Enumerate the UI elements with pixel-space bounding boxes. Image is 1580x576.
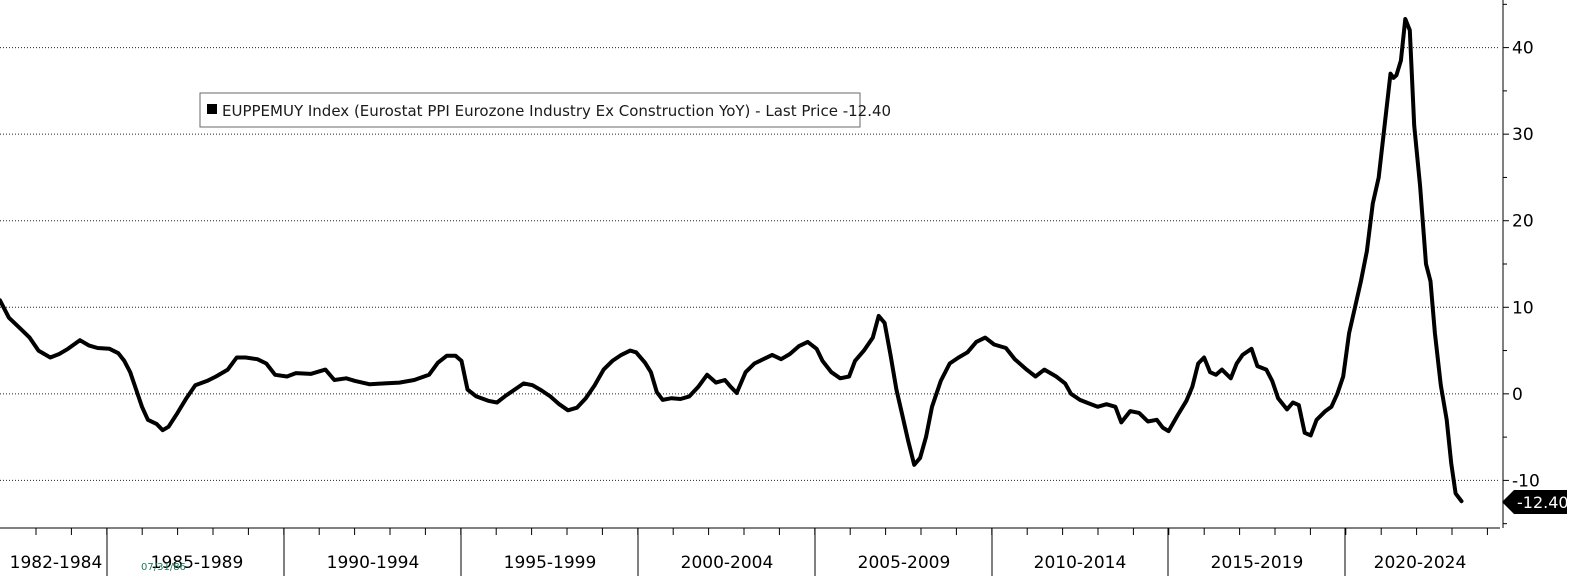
x-tick-label: 2015-2019: [1211, 553, 1304, 573]
x-tick-label: 2000-2004: [681, 553, 774, 573]
x-tick-label: 1985-1989: [151, 553, 244, 573]
y-axis: 40 30 20 10 0 -10: [1502, 0, 1540, 528]
y-tick-label: 10: [1512, 298, 1534, 318]
x-tick-label: 1982-1984: [10, 553, 103, 573]
gridlines: [0, 47, 1500, 481]
legend-label: EUPPEMUY Index (Eurostat PPI Eurozone In…: [222, 102, 891, 120]
y-tick-label: -10: [1512, 471, 1540, 491]
y-tick-label: 30: [1512, 125, 1534, 145]
y-tick-label: 40: [1512, 39, 1534, 59]
date-stamp: 07/31/86: [141, 562, 186, 573]
x-tick-label: 1990-1994: [327, 553, 420, 573]
x-tick-label: 2010-2014: [1034, 553, 1127, 573]
x-tick-label: 1995-1999: [504, 553, 597, 573]
y-tick-label: 20: [1512, 212, 1534, 232]
legend: EUPPEMUY Index (Eurostat PPI Eurozone In…: [199, 92, 891, 128]
x-axis: 1982-1984 1985-1989 1990-1994 1995-1999 2000…: [0, 527, 1500, 576]
x-tick-label: 2020-2024: [1374, 553, 1467, 573]
series-layer: [0, 17, 1464, 504]
last-value-marker: -12.40: [1502, 490, 1569, 514]
last-value-label: -12.40: [1517, 493, 1569, 512]
y-tick-label: 0: [1512, 385, 1523, 405]
legend-box: [199, 92, 861, 128]
series-line: [0, 17, 1464, 504]
legend-swatch: [207, 104, 217, 114]
last-value-tag: [1502, 490, 1567, 514]
x-tick-label: 2005-2009: [858, 553, 951, 573]
